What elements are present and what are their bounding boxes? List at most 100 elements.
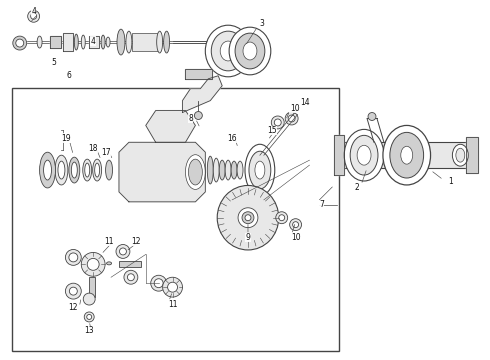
Polygon shape [63,33,74,51]
Polygon shape [334,135,344,175]
Ellipse shape [44,160,51,180]
Ellipse shape [255,161,265,179]
Ellipse shape [69,157,80,183]
Ellipse shape [205,25,251,77]
Ellipse shape [276,212,288,224]
Text: 19: 19 [62,134,71,143]
Ellipse shape [245,144,275,196]
Text: 8: 8 [188,114,193,123]
Text: 17: 17 [101,148,111,157]
Polygon shape [182,76,222,113]
Circle shape [16,39,24,47]
Ellipse shape [245,215,251,221]
Ellipse shape [106,37,110,47]
Ellipse shape [105,160,113,180]
Ellipse shape [219,160,225,180]
Text: 14: 14 [300,98,309,107]
Ellipse shape [288,115,295,122]
Ellipse shape [117,29,125,55]
Ellipse shape [87,314,92,319]
Ellipse shape [220,41,236,61]
Polygon shape [185,69,212,79]
Ellipse shape [290,219,301,231]
Ellipse shape [120,248,126,255]
Ellipse shape [55,155,68,185]
Ellipse shape [225,160,231,180]
Bar [339,142,473,168]
Text: 11: 11 [104,237,114,246]
Text: 12: 12 [69,302,78,311]
Circle shape [65,283,81,299]
Text: 5: 5 [51,58,56,67]
Ellipse shape [271,116,284,129]
Circle shape [368,113,376,121]
Bar [119,261,141,267]
Circle shape [87,258,99,270]
Ellipse shape [274,119,281,126]
Text: 6: 6 [67,71,72,80]
Ellipse shape [231,161,237,179]
Circle shape [195,112,202,120]
Ellipse shape [126,31,132,53]
Ellipse shape [189,159,202,185]
Ellipse shape [58,161,65,179]
Bar [12,88,339,351]
Ellipse shape [293,222,298,228]
Ellipse shape [390,132,424,178]
Ellipse shape [40,152,55,188]
Text: 13: 13 [84,326,94,335]
Text: 3: 3 [259,19,264,28]
Text: 2: 2 [355,184,360,193]
Ellipse shape [217,185,279,250]
Ellipse shape [242,212,254,224]
Circle shape [13,36,26,50]
Bar [89,277,95,297]
Ellipse shape [74,34,78,50]
Polygon shape [466,137,478,173]
Ellipse shape [401,146,413,164]
Circle shape [81,252,105,276]
Text: 18: 18 [88,144,98,153]
Text: 4: 4 [31,7,36,16]
Text: 10: 10 [290,104,299,113]
Circle shape [83,293,95,305]
Ellipse shape [151,275,167,291]
Ellipse shape [213,158,219,182]
Ellipse shape [93,159,101,181]
Polygon shape [146,111,196,142]
Ellipse shape [127,274,134,281]
Ellipse shape [249,151,271,189]
Ellipse shape [124,270,138,284]
Circle shape [168,282,177,292]
Circle shape [70,287,77,295]
Text: 15: 15 [267,126,276,135]
Ellipse shape [157,31,163,53]
Ellipse shape [237,161,243,179]
Ellipse shape [229,27,271,75]
Ellipse shape [344,129,384,181]
Text: 7: 7 [319,200,324,209]
Bar [132,33,160,51]
Circle shape [31,13,37,19]
Ellipse shape [207,156,213,184]
Ellipse shape [154,279,163,288]
Ellipse shape [279,215,285,221]
Ellipse shape [37,36,42,48]
Ellipse shape [116,244,130,258]
Ellipse shape [65,249,81,265]
Text: 4: 4 [91,37,96,46]
Text: 16: 16 [227,134,237,143]
Ellipse shape [107,262,112,265]
Ellipse shape [164,31,170,53]
Ellipse shape [85,163,90,177]
Circle shape [163,277,182,297]
Ellipse shape [456,148,465,162]
Text: 11: 11 [168,300,177,309]
Circle shape [28,10,40,22]
Polygon shape [49,36,61,48]
Ellipse shape [357,145,371,165]
Text: 12: 12 [131,237,141,246]
Ellipse shape [238,208,258,228]
Ellipse shape [81,35,85,49]
Text: 1: 1 [448,177,453,186]
